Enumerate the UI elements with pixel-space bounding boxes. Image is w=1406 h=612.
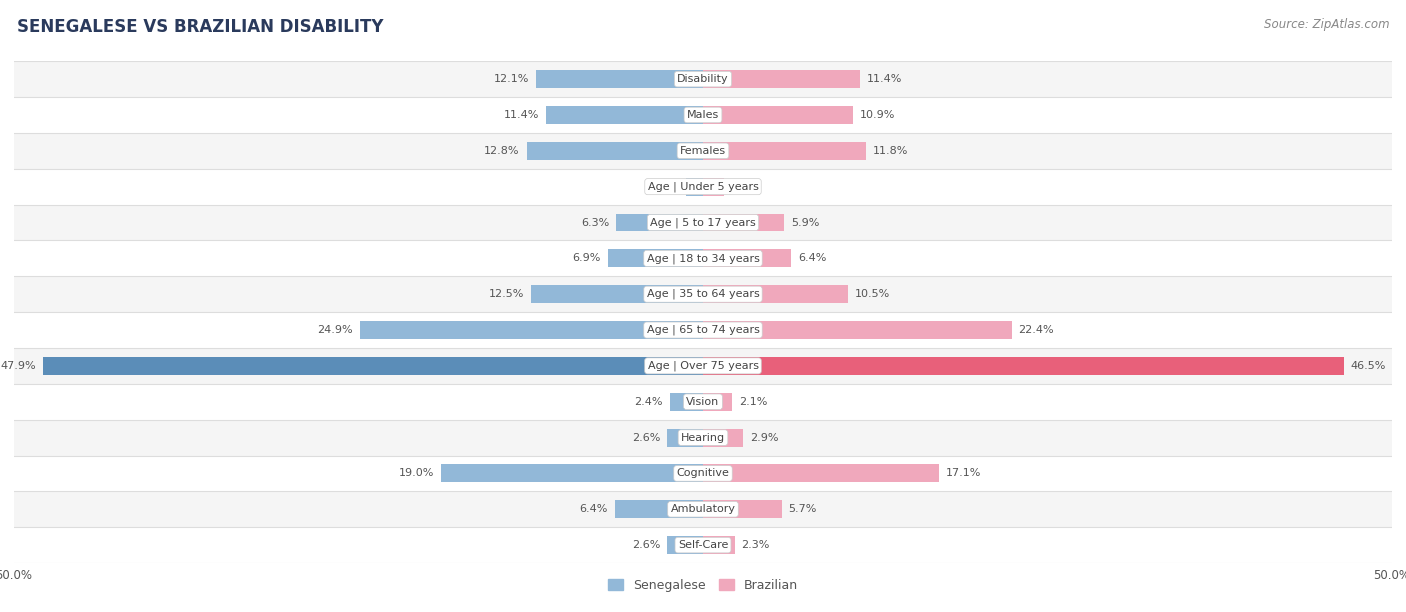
Bar — [527, 142, 703, 160]
Bar — [686, 177, 703, 196]
Legend: Senegalese, Brazilian: Senegalese, Brazilian — [603, 574, 803, 597]
Text: 10.9%: 10.9% — [860, 110, 896, 120]
Text: 1.2%: 1.2% — [651, 182, 679, 192]
Bar — [14, 455, 1392, 491]
Bar — [14, 204, 1392, 241]
Bar — [703, 393, 733, 411]
Text: 11.4%: 11.4% — [868, 74, 903, 84]
Text: 6.9%: 6.9% — [572, 253, 600, 263]
Bar — [703, 501, 782, 518]
Bar — [668, 428, 703, 447]
Text: 5.7%: 5.7% — [789, 504, 817, 514]
Bar — [531, 285, 703, 303]
Bar — [14, 97, 1392, 133]
Text: 2.4%: 2.4% — [634, 397, 664, 407]
Text: 24.9%: 24.9% — [318, 325, 353, 335]
Bar — [14, 420, 1392, 455]
Text: 11.8%: 11.8% — [873, 146, 908, 156]
Bar — [703, 536, 735, 554]
Text: SENEGALESE VS BRAZILIAN DISABILITY: SENEGALESE VS BRAZILIAN DISABILITY — [17, 18, 384, 36]
Text: 11.4%: 11.4% — [503, 110, 538, 120]
Bar — [616, 214, 703, 231]
Bar — [703, 357, 1344, 375]
Bar — [536, 70, 703, 88]
Text: 6.4%: 6.4% — [799, 253, 827, 263]
Text: 6.3%: 6.3% — [581, 217, 609, 228]
Bar — [546, 106, 703, 124]
Bar — [14, 384, 1392, 420]
Bar — [703, 106, 853, 124]
Bar — [703, 321, 1012, 339]
Text: Self-Care: Self-Care — [678, 540, 728, 550]
Bar — [668, 536, 703, 554]
Text: Vision: Vision — [686, 397, 720, 407]
Bar — [14, 348, 1392, 384]
Bar — [14, 61, 1392, 97]
Text: Age | 5 to 17 years: Age | 5 to 17 years — [650, 217, 756, 228]
Bar — [703, 70, 860, 88]
Bar — [607, 250, 703, 267]
Bar — [14, 491, 1392, 527]
Bar — [703, 250, 792, 267]
Text: 46.5%: 46.5% — [1351, 361, 1386, 371]
Text: 17.1%: 17.1% — [945, 468, 981, 479]
Bar — [44, 357, 703, 375]
Bar — [14, 241, 1392, 276]
Text: 2.3%: 2.3% — [741, 540, 770, 550]
Bar — [703, 177, 724, 196]
Text: Age | Under 5 years: Age | Under 5 years — [648, 181, 758, 192]
Text: Age | 35 to 64 years: Age | 35 to 64 years — [647, 289, 759, 299]
Bar — [14, 276, 1392, 312]
Text: 1.5%: 1.5% — [731, 182, 759, 192]
Bar — [703, 142, 866, 160]
Bar — [703, 285, 848, 303]
Bar — [360, 321, 703, 339]
Text: 19.0%: 19.0% — [399, 468, 434, 479]
Bar — [614, 501, 703, 518]
Bar — [14, 312, 1392, 348]
Text: 5.9%: 5.9% — [792, 217, 820, 228]
Text: 12.1%: 12.1% — [494, 74, 530, 84]
Bar — [14, 527, 1392, 563]
Text: Age | Over 75 years: Age | Over 75 years — [648, 360, 758, 371]
Bar — [703, 465, 939, 482]
Text: Ambulatory: Ambulatory — [671, 504, 735, 514]
Text: 2.1%: 2.1% — [738, 397, 768, 407]
Bar — [669, 393, 703, 411]
Bar — [14, 133, 1392, 169]
Text: 2.6%: 2.6% — [631, 433, 661, 442]
Text: 47.9%: 47.9% — [0, 361, 37, 371]
Text: 2.9%: 2.9% — [749, 433, 779, 442]
Text: 6.4%: 6.4% — [579, 504, 607, 514]
Text: 22.4%: 22.4% — [1018, 325, 1054, 335]
Bar — [441, 465, 703, 482]
Bar — [14, 169, 1392, 204]
Text: Disability: Disability — [678, 74, 728, 84]
Text: 2.6%: 2.6% — [631, 540, 661, 550]
Text: Males: Males — [688, 110, 718, 120]
Text: 12.8%: 12.8% — [484, 146, 520, 156]
Text: 12.5%: 12.5% — [488, 289, 524, 299]
Text: Hearing: Hearing — [681, 433, 725, 442]
Text: Source: ZipAtlas.com: Source: ZipAtlas.com — [1264, 18, 1389, 31]
Bar — [703, 428, 742, 447]
Bar — [703, 214, 785, 231]
Text: Females: Females — [681, 146, 725, 156]
Text: Age | 18 to 34 years: Age | 18 to 34 years — [647, 253, 759, 264]
Text: Age | 65 to 74 years: Age | 65 to 74 years — [647, 325, 759, 335]
Text: Cognitive: Cognitive — [676, 468, 730, 479]
Text: 10.5%: 10.5% — [855, 289, 890, 299]
